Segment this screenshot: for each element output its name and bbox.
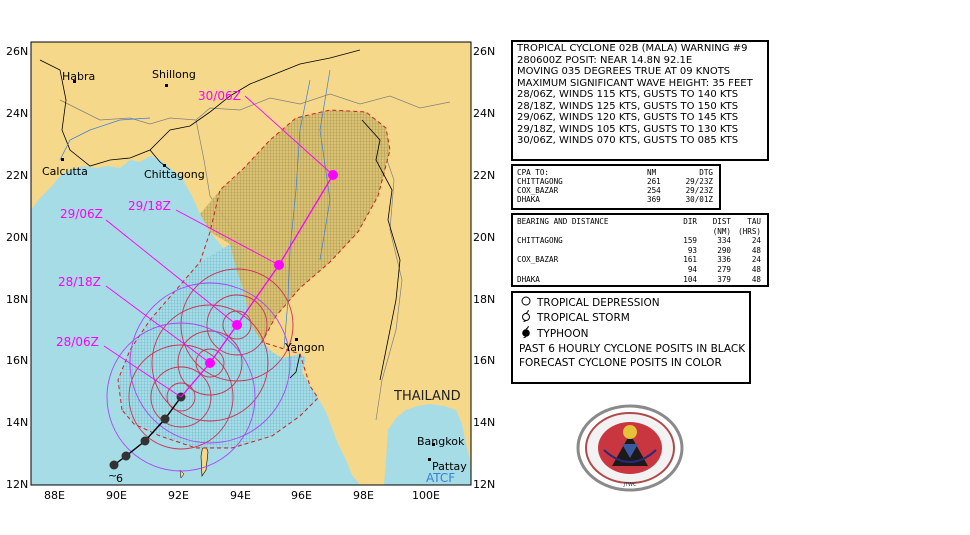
svg-text:JTWC: JTWC	[623, 482, 637, 488]
lat-label-22n-right: 22N	[473, 169, 495, 182]
forecast-label-29-06z: 29/06Z	[60, 207, 103, 221]
warning-line: 29/18Z, WINDS 105 KTS, GUSTS TO 130 KTS	[517, 123, 739, 135]
lat-label-16n-left: 16N	[6, 354, 28, 367]
lat-label-24n-left: 24N	[6, 107, 28, 120]
typhoon-symbol-icon	[519, 325, 533, 342]
svg-text:6: 6	[116, 472, 123, 485]
lon-label-96e: 96E	[291, 489, 312, 502]
lat-label-24n-right: 24N	[473, 107, 495, 120]
svg-text:~: ~	[108, 469, 117, 482]
warning-line: MAXIMUM SIGNIFICANT WAVE HEIGHT: 35 FEET	[517, 77, 753, 89]
lat-label-18n-left: 18N	[6, 293, 28, 306]
lat-label-26n-left: 26N	[6, 45, 28, 58]
forecast-label-29-18z: 29/18Z	[128, 199, 171, 213]
lat-label-14n-right: 14N	[473, 416, 495, 429]
jtwc-seal-logo: JTWC	[572, 404, 688, 492]
place-bangkok: Bangkok	[417, 435, 465, 448]
lon-label-94e: 94E	[230, 489, 251, 502]
warning-line: 28/18Z, WINDS 125 KTS, GUSTS TO 150 KTS	[517, 100, 739, 112]
legend-depression: TROPICAL DEPRESSION	[519, 296, 743, 310]
place-chittagong: Chittagong	[144, 168, 205, 181]
lon-label-98e: 98E	[353, 489, 374, 502]
legend-panel: TROPICAL DEPRESSION TROPICAL STORM TYPHO…	[511, 291, 751, 384]
lon-label-90e: 90E	[106, 489, 127, 502]
cpa-panel: CPA TO: NM DTG CHITTAGONG 261 29/23Z COX…	[511, 164, 721, 210]
gulf-of-thailand	[384, 404, 471, 485]
borders	[39, 49, 401, 381]
table-row: COX_BAZAR 254 29/23Z	[517, 186, 713, 195]
warning-line: 28/06Z, WINDS 115 KTS, GUSTS TO 140 KTS	[517, 89, 739, 100]
danger-area-sea	[118, 244, 318, 448]
forecast-label-28-18z: 28/18Z	[58, 275, 101, 289]
warning-line: 30/06Z, WINDS 070 KTS, GUSTS TO 085 KTS	[517, 135, 739, 146]
place-calcutta: Calcutta	[42, 165, 88, 178]
lat-label-12n-right: 12N	[473, 478, 495, 491]
place-habra: Habra	[62, 70, 95, 83]
legend-storm: TROPICAL STORM	[519, 309, 743, 326]
bearing-subheader: (NM) (HRS)	[712, 226, 761, 236]
table-row: DHAKA 104 379 48	[517, 274, 761, 284]
place-thailand: THAILAND	[393, 389, 461, 404]
lat-label-22n-left: 22N	[6, 169, 28, 182]
lon-label-100e: 100E	[412, 489, 440, 502]
table-row: COX_BAZAR 161 336 24	[517, 255, 761, 265]
forecast-leaders	[103, 95, 334, 398]
wind-radii	[128, 268, 294, 450]
warning-line: TROPICAL CYCLONE 02B (MALA) WARNING #9	[517, 43, 748, 54]
table-row: 94 279 48	[687, 264, 761, 274]
lat-label-18n-right: 18N	[473, 293, 495, 306]
danger-area-outline	[117, 109, 391, 449]
lat-label-16n-right: 16N	[473, 354, 495, 367]
bearing-panel: BEARING AND DISTANCE DIR DIST TAU (NM) (…	[511, 213, 769, 287]
place-shillong: Shillong	[152, 68, 196, 81]
past-track: ~ 6	[108, 392, 186, 485]
table-row: CHITTAGONG 261 29/23Z	[517, 177, 713, 186]
place-yangon: Yangon	[284, 341, 325, 354]
place-pattaya: Pattay	[432, 460, 467, 473]
lon-label-92e: 92E	[168, 489, 189, 502]
legend-note-forecast: FORECAST CYCLONE POSITS IN COLOR	[519, 357, 722, 369]
table-row: 93 290 48	[687, 245, 761, 255]
cyclone-map: ~ 6 26	[6, 41, 495, 502]
warning-line: 280600Z POSIT: NEAR 14.8N 92.1E	[517, 54, 693, 66]
lat-label-20n-right: 20N	[473, 231, 495, 244]
warning-line: 29/06Z, WINDS 120 KTS, GUSTS TO 145 KTS	[517, 112, 739, 123]
warning-panel: TROPICAL CYCLONE 02B (MALA) WARNING #9 2…	[511, 40, 769, 161]
forecast-label-30-06z: 30/06Z	[198, 89, 241, 103]
legend-note-past: PAST 6 HOURLY CYCLONE POSITS IN BLACK	[519, 343, 746, 355]
table-row: CHITTAGONG 159 334 24	[517, 236, 761, 246]
atcf-label: ATCF	[426, 471, 455, 485]
lon-label-88e: 88E	[44, 489, 65, 502]
forecast-label-28-06z: 28/06Z	[56, 335, 99, 349]
lat-label-26n-right: 26N	[473, 45, 495, 58]
lat-label-12n-left: 12N	[6, 478, 28, 491]
cpa-header: CPA TO: NM DTG	[517, 168, 713, 177]
legend-typhoon: TYPHOON	[519, 325, 743, 342]
bearing-header: BEARING AND DISTANCE DIR DIST TAU	[517, 217, 761, 226]
warning-line: MOVING 035 DEGREES TRUE AT 09 KNOTS	[517, 66, 731, 77]
circle-outline-icon	[519, 296, 533, 310]
lat-label-14n-left: 14N	[6, 416, 28, 429]
lat-label-20n-left: 20N	[6, 231, 28, 244]
danger-area-land	[200, 110, 390, 342]
table-row: DHAKA 369 30/01Z	[517, 195, 713, 204]
storm-symbol-icon	[519, 309, 533, 326]
